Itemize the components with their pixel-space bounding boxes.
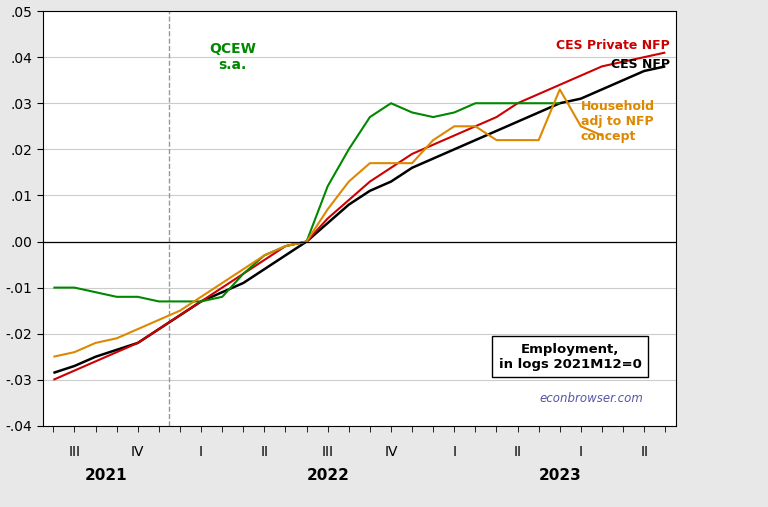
Text: IV: IV <box>384 445 398 459</box>
Text: 2023: 2023 <box>538 467 581 483</box>
Text: 2022: 2022 <box>306 467 349 483</box>
Text: econbrowser.com: econbrowser.com <box>539 392 644 405</box>
Text: III: III <box>68 445 81 459</box>
Text: I: I <box>452 445 456 459</box>
Text: IV: IV <box>131 445 144 459</box>
Text: QCEW
s.a.: QCEW s.a. <box>210 42 257 72</box>
Text: CES Private NFP: CES Private NFP <box>556 39 670 52</box>
Text: Employment,
in logs 2021M12=0: Employment, in logs 2021M12=0 <box>499 343 642 371</box>
Text: Household
adj to NFP
concept: Household adj to NFP concept <box>581 100 655 143</box>
Text: II: II <box>514 445 521 459</box>
Text: I: I <box>199 445 203 459</box>
Text: II: II <box>641 445 648 459</box>
Text: II: II <box>260 445 268 459</box>
Text: III: III <box>322 445 333 459</box>
Text: 2021: 2021 <box>84 467 127 483</box>
Text: I: I <box>579 445 583 459</box>
Text: CES NFP: CES NFP <box>611 58 670 70</box>
